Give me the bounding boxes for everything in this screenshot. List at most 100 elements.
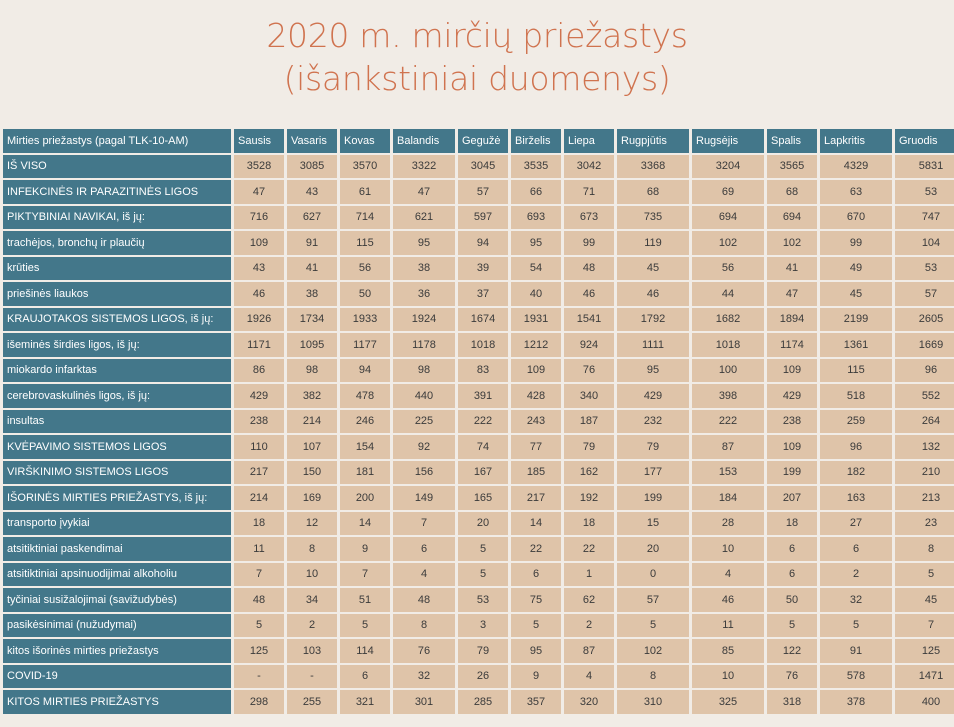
header-month: Gegužė	[458, 129, 508, 153]
table-cell: 318	[767, 690, 817, 714]
table-cell: 38	[287, 282, 337, 306]
table-cell: 4	[393, 562, 455, 586]
table-cell: 99	[820, 231, 892, 255]
table-cell: 3535	[511, 154, 561, 178]
table-cell: 79	[458, 639, 508, 663]
row-label: COVID-19	[3, 664, 231, 688]
table-cell: 38	[393, 256, 455, 280]
table-cell: 694	[767, 205, 817, 229]
table-cell: 1792	[617, 307, 689, 331]
table-cell: 3	[458, 613, 508, 637]
table-row: PIKTYBINIAI NAVIKAI, iš jų: 716 627 714 621 5…	[3, 205, 954, 229]
table-row: VIRŠKINIMO SISTEMOS LIGOS 217 150 181 156 167…	[3, 460, 954, 484]
row-label: miokardo infarktas	[3, 358, 231, 382]
table-cell: 36	[393, 282, 455, 306]
table-cell: 429	[234, 384, 284, 408]
table-row: KRAUJOTAKOS SISTEMOS LIGOS, iš jų: 1926 17…	[3, 307, 954, 331]
header-month: Birželis	[511, 129, 561, 153]
table-cell: 5831	[895, 154, 954, 178]
table-cell: 87	[564, 639, 614, 663]
table-cell: 187	[564, 409, 614, 433]
table-cell: 7	[234, 562, 284, 586]
table-cell: 23	[895, 511, 954, 535]
table-cell: 5	[895, 562, 954, 586]
table-cell: 102	[617, 639, 689, 663]
death-causes-table: Mirties priežastys (pagal TLK-10-AM) Sau…	[0, 127, 954, 716]
page-title-line-2: (išankstiniai duomenys)	[283, 59, 671, 98]
row-label: PIKTYBINIAI NAVIKAI, iš jų:	[3, 205, 231, 229]
table-cell: 11	[692, 613, 764, 637]
table-cell: 340	[564, 384, 614, 408]
table-cell: 153	[692, 460, 764, 484]
row-label: krūties	[3, 256, 231, 280]
table-cell: 1212	[511, 333, 561, 357]
table-cell: 103	[287, 639, 337, 663]
table-cell: 15	[617, 511, 689, 535]
table-cell: 95	[617, 358, 689, 382]
row-label: atsitiktiniai paskendimai	[3, 537, 231, 561]
table-cell: 22	[511, 537, 561, 561]
table-cell: 46	[692, 588, 764, 612]
table-cell: 391	[458, 384, 508, 408]
table-cell: 1361	[820, 333, 892, 357]
table-cell: 109	[767, 358, 817, 382]
table-cell: 181	[340, 460, 390, 484]
table-cell: 68	[617, 180, 689, 204]
table-cell: 222	[692, 409, 764, 433]
table-cell: 32	[393, 664, 455, 688]
table-cell: 264	[895, 409, 954, 433]
table-cell: 149	[393, 486, 455, 510]
table-cell: 5	[340, 613, 390, 637]
table-row: IŠ VISO 3528 3085 3570 3322 3045 3535 3042 3368 3…	[3, 154, 954, 178]
table-cell: 320	[564, 690, 614, 714]
table-cell: 1111	[617, 333, 689, 357]
table-cell: 3565	[767, 154, 817, 178]
table-row: atsitiktiniai apsinuodijimai alkoholiu 7 1…	[3, 562, 954, 586]
table-cell: 924	[564, 333, 614, 357]
table-cell: 76	[767, 664, 817, 688]
table-cell: 398	[692, 384, 764, 408]
table-cell: 213	[895, 486, 954, 510]
table-cell: 232	[617, 409, 689, 433]
table-cell: 57	[458, 180, 508, 204]
table-cell: 5	[234, 613, 284, 637]
table-cell: 1933	[340, 307, 390, 331]
table-cell: 200	[340, 486, 390, 510]
table-cell: 102	[692, 231, 764, 255]
table-cell: 2199	[820, 307, 892, 331]
table-cell: 12	[287, 511, 337, 535]
table-cell: 66	[511, 180, 561, 204]
table-cell: 321	[340, 690, 390, 714]
table-cell: 94	[340, 358, 390, 382]
table-cell: 429	[617, 384, 689, 408]
table-row: išeminės širdies ligos, iš jų: 1171 1095 11…	[3, 333, 954, 357]
table-cell: 34	[287, 588, 337, 612]
table-cell: 114	[340, 639, 390, 663]
table-cell: 14	[340, 511, 390, 535]
table-row: KITOS MIRTIES PRIEŽASTYS 298 255 321 301 285 3…	[3, 690, 954, 714]
table-cell: 400	[895, 690, 954, 714]
table-cell: 199	[767, 460, 817, 484]
table-cell: 11	[234, 537, 284, 561]
table-cell: 122	[767, 639, 817, 663]
table-cell: 2	[820, 562, 892, 586]
table-cell: 184	[692, 486, 764, 510]
row-label: trachėjos, bronchų ir plaučių	[3, 231, 231, 255]
table-cell: 225	[393, 409, 455, 433]
table-cell: 7	[393, 511, 455, 535]
table-row: COVID-19- -6 32 26 9 4 8 10 76 578 1471	[3, 664, 954, 688]
table-cell: 50	[767, 588, 817, 612]
table-cell: 49	[820, 256, 892, 280]
table-cell: 54	[511, 256, 561, 280]
table-cell: 3045	[458, 154, 508, 178]
table-cell: 1018	[458, 333, 508, 357]
table-cell: 169	[287, 486, 337, 510]
table-cell: 22	[564, 537, 614, 561]
table-row: insultas 238 214 246 225 222 243 187 232 222 238 25…	[3, 409, 954, 433]
table-cell: 109	[234, 231, 284, 255]
table-cell: 87	[692, 435, 764, 459]
table-cell: 7	[895, 613, 954, 637]
table-cell: 552	[895, 384, 954, 408]
table-cell: 79	[564, 435, 614, 459]
table-cell: 214	[234, 486, 284, 510]
